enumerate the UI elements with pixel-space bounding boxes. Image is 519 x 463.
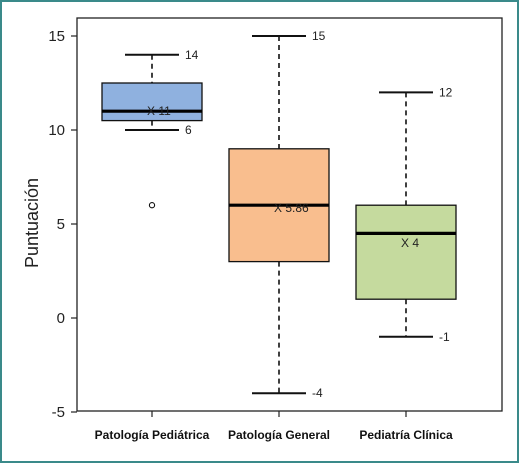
- mean-label: X 11: [147, 104, 171, 118]
- whisker-annotation: 12: [439, 85, 453, 99]
- box-iqr: [101, 82, 203, 122]
- mean-label: X 4: [401, 236, 419, 250]
- boxes-group: X 11 14 6 X 5.86 15 -4 X 4 12 -1: [101, 29, 457, 400]
- box-3: X 4 12 -1: [355, 85, 457, 344]
- whisker-annotation: 14: [185, 48, 199, 62]
- x-axis: Patología Pediátrica Patología General Ped…: [95, 411, 453, 442]
- x-category-label: Pediatría Clínica: [359, 428, 453, 442]
- whisker-annotation: -4: [312, 386, 323, 400]
- y-tick-label: 10: [48, 122, 65, 139]
- whisker-annotation: 6: [185, 123, 192, 137]
- plot-area: [76, 17, 503, 412]
- y-axis: 15 10 5 0 -5: [48, 28, 77, 421]
- y-tick-label: 5: [57, 216, 65, 233]
- y-axis-title: Puntuación: [22, 178, 42, 268]
- mean-label: X 5.86: [274, 201, 309, 215]
- x-category-label: Patología Pediátrica: [95, 428, 210, 442]
- y-tick-label: -5: [52, 404, 65, 421]
- box-iqr: [355, 204, 457, 300]
- x-category-label: Patología General: [228, 428, 330, 442]
- box-1: X 11 14 6: [101, 48, 203, 209]
- y-tick-label: 15: [48, 28, 65, 45]
- box-2: X 5.86 15 -4: [228, 29, 330, 400]
- outlier-point: [148, 202, 156, 209]
- whisker-annotation: 15: [312, 29, 326, 43]
- whisker-annotation: -1: [439, 330, 450, 344]
- y-tick-label: 0: [57, 310, 65, 327]
